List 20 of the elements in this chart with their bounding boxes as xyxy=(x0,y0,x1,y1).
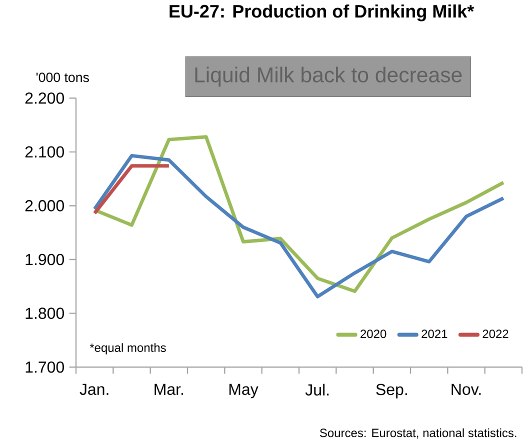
x-tick-label: Mar. xyxy=(154,384,184,395)
x-tick-label: May xyxy=(229,384,258,398)
legend-label: 2022 xyxy=(482,330,508,338)
x-tick-label: Jan. xyxy=(80,384,108,395)
y-axis-title: '000 tons xyxy=(36,72,89,82)
y-tick-label: 2.000 xyxy=(25,200,64,212)
text: Liquid Milk back to decrease xyxy=(195,66,462,87)
x-tick-label: Nov. xyxy=(452,384,481,395)
y-tick-label: 1.900 xyxy=(26,254,64,266)
annotation: *equal months xyxy=(90,343,166,354)
x-tick-label: Jul. xyxy=(305,384,329,396)
chart-title: EU-27: Production of Drinking Milk* xyxy=(170,4,474,22)
source-note: Sources: Eurostat, national statistics. xyxy=(320,428,516,439)
y-tick-label: 2.200 xyxy=(25,92,64,104)
legend-label: 2020 xyxy=(360,330,386,338)
y-tick-label: 1.700 xyxy=(26,361,64,373)
x-tick-label: Sep. xyxy=(376,384,407,398)
y-tick-label: 1.800 xyxy=(26,308,64,319)
legend-label: 2021 xyxy=(422,330,448,338)
y-tick-label: 2.100 xyxy=(25,146,64,158)
